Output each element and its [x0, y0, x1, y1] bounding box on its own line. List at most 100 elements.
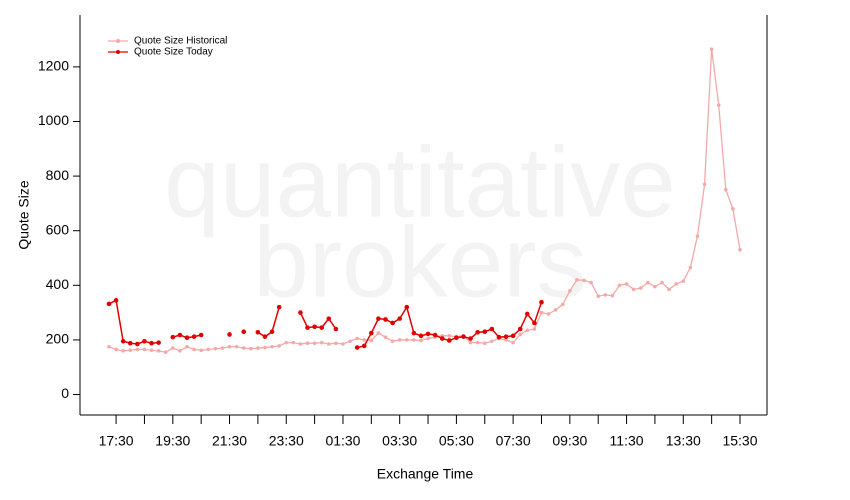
point [291, 340, 296, 345]
point [390, 320, 395, 326]
point [674, 282, 678, 286]
point [276, 304, 282, 310]
point [610, 293, 615, 298]
point [681, 279, 686, 284]
point [517, 326, 523, 332]
point [454, 335, 459, 341]
point [702, 182, 707, 187]
point [199, 348, 203, 353]
point [312, 341, 317, 345]
point [510, 333, 516, 339]
point [121, 349, 125, 353]
point [709, 47, 714, 51]
x-tick-label: 07:30 [496, 433, 531, 449]
point [198, 332, 204, 338]
point [114, 347, 118, 352]
x-tick-label: 15:30 [722, 433, 757, 449]
point [333, 326, 339, 332]
point [447, 334, 452, 338]
point [113, 298, 119, 303]
point [490, 339, 494, 344]
series-line [108, 299, 159, 345]
point [248, 346, 253, 351]
point [326, 316, 332, 321]
point [135, 347, 140, 352]
y-tick-label: 1200 [38, 58, 69, 74]
point [511, 340, 515, 345]
point [539, 310, 544, 315]
x-tick-label: 05:30 [439, 433, 474, 449]
point [419, 338, 423, 343]
point [269, 329, 275, 335]
point [184, 335, 190, 341]
point [177, 332, 183, 338]
point [475, 340, 480, 345]
point [319, 340, 324, 345]
point [397, 338, 402, 342]
point [376, 331, 381, 335]
point [596, 294, 601, 299]
point [383, 335, 388, 339]
point [305, 341, 310, 345]
point [362, 338, 367, 342]
point [178, 349, 182, 353]
y-tick-label: 0 [61, 385, 69, 401]
point [234, 344, 239, 349]
point [688, 265, 693, 270]
point [667, 287, 671, 292]
point [135, 341, 140, 347]
point [568, 288, 572, 293]
point [206, 347, 211, 352]
point [589, 280, 593, 285]
point [646, 280, 650, 285]
point [185, 344, 189, 349]
point [390, 339, 395, 344]
point [142, 338, 147, 344]
point [496, 334, 502, 340]
point [432, 332, 438, 338]
y-tick-label: 400 [46, 276, 70, 292]
y-tick-label: 200 [46, 331, 70, 347]
point [241, 329, 247, 335]
point [127, 340, 133, 346]
point [482, 329, 488, 335]
x-tick-label: 03:30 [382, 433, 417, 449]
point [106, 301, 112, 307]
point [128, 348, 133, 353]
point [284, 340, 289, 345]
point [354, 345, 360, 350]
point [348, 339, 352, 344]
point [425, 331, 431, 337]
point [624, 282, 629, 286]
point [738, 248, 742, 252]
x-tick-label: 23:30 [269, 433, 304, 449]
point [475, 329, 480, 335]
point [319, 325, 324, 330]
point [439, 336, 445, 341]
point [724, 187, 728, 192]
point [241, 346, 246, 350]
point [447, 338, 452, 343]
point [120, 338, 126, 344]
point [532, 327, 537, 331]
point [312, 324, 317, 330]
watermark: brokers [253, 206, 586, 318]
point [418, 333, 424, 339]
point [149, 340, 154, 346]
point [355, 336, 359, 341]
point [603, 293, 608, 297]
point [412, 338, 416, 342]
y-tick-label: 600 [46, 221, 70, 237]
point [653, 284, 657, 289]
x-tick-label: 19:30 [155, 433, 190, 449]
point [404, 338, 409, 342]
point [305, 325, 310, 330]
point [518, 332, 523, 337]
y-axis-label: Quote Size [16, 180, 32, 249]
point [270, 344, 274, 349]
point [489, 326, 495, 332]
point [192, 347, 196, 352]
point [142, 347, 147, 352]
point [539, 299, 544, 305]
point [716, 103, 721, 107]
